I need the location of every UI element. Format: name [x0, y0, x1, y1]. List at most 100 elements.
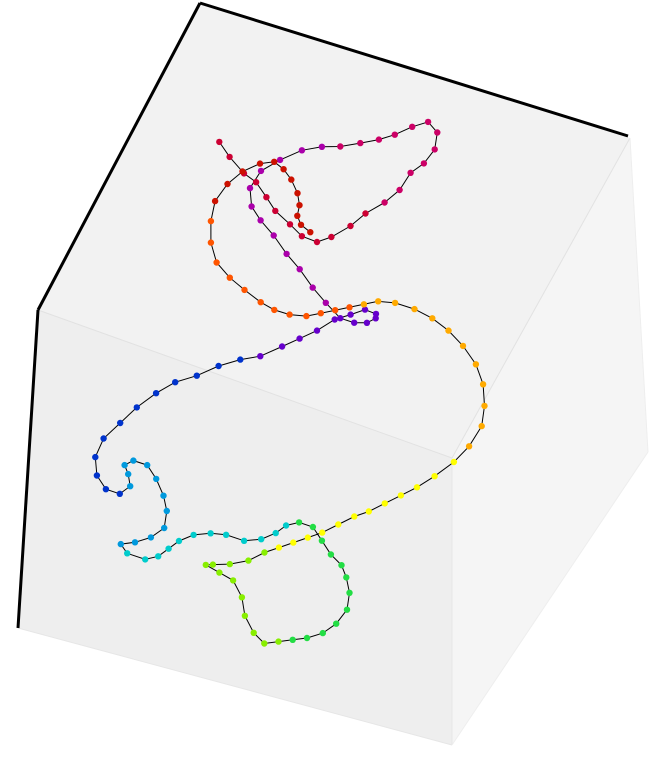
data-point [250, 629, 257, 636]
data-point [303, 634, 311, 642]
data-point [391, 131, 398, 138]
data-point [211, 197, 219, 205]
data-point [413, 484, 421, 491]
data-point [117, 540, 125, 548]
data-point [207, 530, 214, 537]
back-pane-right [452, 138, 648, 745]
data-point [298, 147, 306, 154]
back-pane-left [18, 310, 452, 745]
data-point [152, 390, 160, 397]
data-point [190, 531, 197, 539]
data-point [327, 551, 335, 558]
floor-pane [38, 3, 630, 458]
data-point [357, 139, 364, 147]
data-point [347, 311, 354, 318]
data-point [275, 638, 282, 645]
data-point [286, 311, 293, 318]
data-point [280, 166, 287, 173]
data-point [271, 306, 278, 314]
data-point [295, 519, 303, 526]
data-point [481, 402, 488, 410]
data-point [346, 589, 353, 596]
data-point [163, 507, 170, 515]
pane-edge [37, 309, 453, 459]
data-point [351, 319, 358, 326]
data-point [375, 136, 383, 143]
data-point [275, 544, 283, 551]
data-point [241, 612, 249, 619]
data-point [258, 536, 265, 543]
data-point [445, 327, 452, 334]
data-point [131, 539, 139, 546]
axis-lines [16, 1, 629, 629]
data-point [153, 475, 160, 483]
data-point [257, 353, 264, 360]
data-point [286, 221, 294, 228]
data-point [397, 492, 405, 499]
data-point [331, 316, 338, 323]
data-point [216, 569, 223, 576]
data-point [116, 490, 124, 497]
data-point [472, 361, 480, 368]
data-point [147, 534, 155, 541]
data-point [283, 250, 290, 258]
data-point [272, 529, 279, 537]
data-point [479, 381, 487, 388]
pane-edge [17, 627, 453, 746]
data-point [257, 299, 264, 306]
data-point [102, 486, 110, 493]
data-point [343, 606, 351, 613]
data-point [226, 274, 233, 281]
data-point [288, 176, 295, 183]
data-point [127, 483, 134, 490]
data-point [276, 156, 284, 164]
data-point [317, 310, 324, 317]
data-point [304, 534, 311, 541]
data-point [319, 529, 326, 536]
data-point [133, 404, 140, 411]
data-point [155, 553, 162, 560]
data-point [296, 266, 303, 273]
data-point [252, 179, 260, 186]
data-point [229, 577, 237, 584]
data-point [239, 168, 246, 175]
data-point [246, 184, 254, 192]
data-point [263, 194, 270, 201]
data-point [248, 203, 255, 210]
data-point [100, 435, 107, 442]
data-point [407, 169, 414, 176]
data-point [363, 319, 371, 326]
data-point [241, 286, 248, 294]
data-point [172, 379, 179, 386]
data-point [346, 304, 353, 311]
data-point [209, 561, 217, 568]
data-point [429, 315, 436, 322]
data-point [222, 531, 230, 538]
data-point [216, 138, 223, 146]
data-point [365, 508, 372, 515]
data-point [296, 335, 303, 342]
data-point [337, 315, 344, 322]
data-point [375, 298, 382, 305]
axis-line-y [36, 2, 202, 311]
data-point [161, 524, 168, 532]
data-point [307, 229, 314, 236]
data-point [459, 342, 467, 350]
data-point [278, 343, 286, 350]
data-point [175, 537, 183, 545]
pane-edge [451, 451, 649, 746]
data-point [290, 539, 297, 546]
data-point [226, 153, 233, 161]
data-point [142, 556, 149, 563]
pane-group [17, 3, 649, 746]
data-point [93, 472, 101, 479]
data-point [272, 207, 279, 215]
data-point [245, 557, 252, 564]
data-point [207, 239, 215, 246]
data-point [409, 123, 416, 130]
data-point [256, 160, 264, 167]
data-point [261, 640, 268, 647]
pane-edge [629, 137, 649, 453]
data-point [313, 327, 321, 334]
